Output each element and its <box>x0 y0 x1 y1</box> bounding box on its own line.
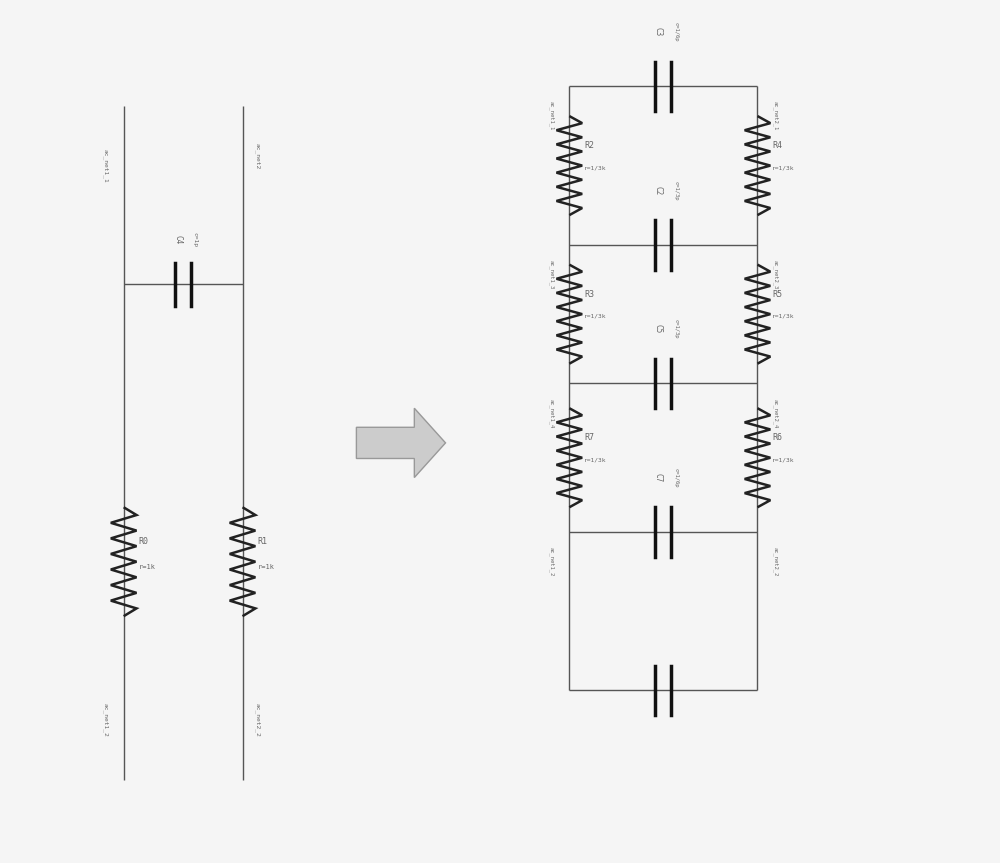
Text: R1: R1 <box>257 538 267 546</box>
Text: C4: C4 <box>174 236 183 244</box>
Text: R0: R0 <box>139 538 149 546</box>
Text: R7: R7 <box>584 433 594 443</box>
Text: r=1/3k: r=1/3k <box>584 457 607 463</box>
Text: ac_net1_1: ac_net1_1 <box>103 148 109 182</box>
Text: r=1/3k: r=1/3k <box>772 165 795 170</box>
Text: c=1/3p: c=1/3p <box>674 319 679 339</box>
Text: c=1/6p: c=1/6p <box>674 22 679 41</box>
Text: ac_net1_1: ac_net1_1 <box>549 102 554 130</box>
Text: R6: R6 <box>772 433 782 443</box>
Text: C5: C5 <box>654 324 663 334</box>
Text: ac_net1_4: ac_net1_4 <box>549 399 554 428</box>
Text: r=1k: r=1k <box>139 564 156 570</box>
Text: r=1/3k: r=1/3k <box>772 313 795 318</box>
Text: R5: R5 <box>772 290 782 299</box>
Text: R2: R2 <box>584 142 594 150</box>
Text: c=1/6p: c=1/6p <box>674 468 679 488</box>
Text: C3: C3 <box>654 28 663 36</box>
Text: c=1p: c=1p <box>192 232 197 248</box>
Text: R4: R4 <box>772 142 782 150</box>
Polygon shape <box>356 408 446 477</box>
Text: ac_net2: ac_net2 <box>255 142 260 169</box>
Text: r=1k: r=1k <box>257 564 274 570</box>
Text: r=1/3k: r=1/3k <box>584 313 607 318</box>
Text: ac_net1_2: ac_net1_2 <box>103 703 109 737</box>
Text: ac_net1_2: ac_net1_2 <box>549 547 554 576</box>
Text: R3: R3 <box>584 290 594 299</box>
Text: ac_net2_3: ac_net2_3 <box>773 260 778 289</box>
Text: c=1/3p: c=1/3p <box>674 180 679 200</box>
Text: r=1/3k: r=1/3k <box>772 457 795 463</box>
Text: ac_net2_2: ac_net2_2 <box>255 703 260 737</box>
Text: C7: C7 <box>654 473 663 482</box>
Text: ac_net1_3: ac_net1_3 <box>549 260 554 289</box>
Text: ac_net2_2: ac_net2_2 <box>773 547 778 576</box>
Text: C2: C2 <box>654 186 663 195</box>
Text: r=1/3k: r=1/3k <box>584 165 607 170</box>
Text: ac_net2_4: ac_net2_4 <box>773 399 778 428</box>
Text: ac_net2_1: ac_net2_1 <box>773 102 778 130</box>
